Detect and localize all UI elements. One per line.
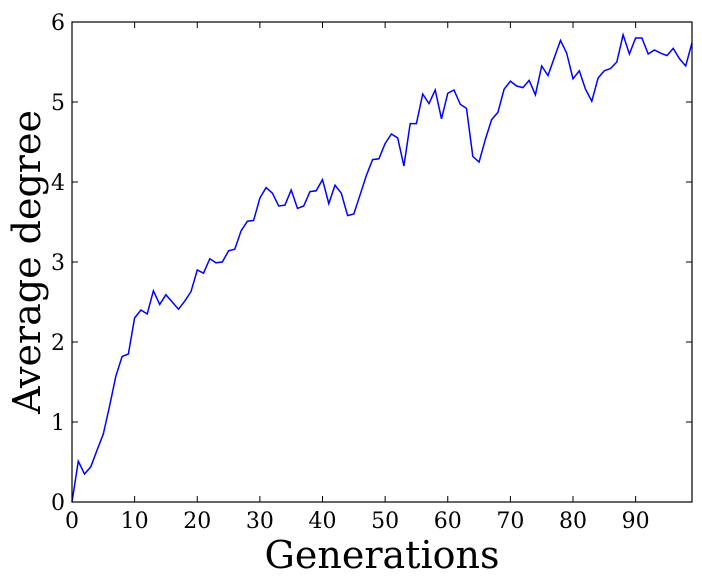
y-tick-label: 3: [51, 251, 65, 276]
x-tick-label: 90: [622, 509, 650, 534]
y-tick-label: 2: [51, 331, 65, 356]
x-tick-label: 70: [496, 509, 524, 534]
y-tick-label: 1: [51, 411, 65, 436]
plot-frame: [71, 21, 693, 503]
x-tick-label: 50: [371, 509, 399, 534]
y-axis-ticks: 0 1 2 3 4 5 6: [51, 11, 692, 516]
x-tick-label: 20: [183, 509, 211, 534]
x-axis-ticks: 0 10 20 30 40 50 60 70 80 90: [65, 22, 650, 534]
x-tick-label: 0: [65, 509, 79, 534]
x-axis-label: Generations: [265, 533, 500, 577]
x-tick-label: 60: [434, 509, 462, 534]
x-tick-label: 40: [309, 509, 337, 534]
y-tick-label: 5: [51, 91, 65, 116]
series-line: [71, 32, 693, 503]
x-tick-label: 30: [246, 509, 274, 534]
y-tick-label: 6: [51, 11, 65, 36]
y-axis-label: Average degree: [5, 110, 49, 415]
y-tick-label: 0: [51, 491, 65, 516]
x-tick-label: 10: [121, 509, 149, 534]
y-tick-label: 4: [51, 171, 65, 196]
x-tick-label: 80: [559, 509, 587, 534]
